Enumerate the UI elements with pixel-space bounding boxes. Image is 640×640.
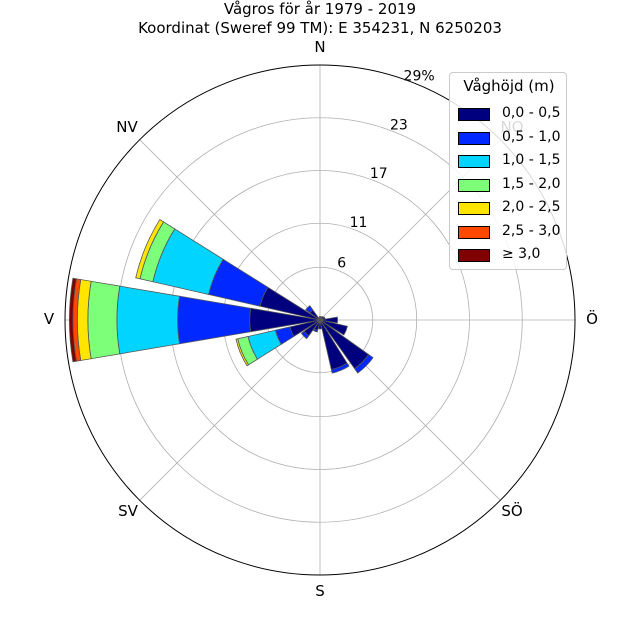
rose-bar — [135, 218, 165, 280]
legend-swatch — [458, 108, 490, 121]
rose-bar — [319, 316, 338, 324]
legend-item: 0,5 - 1,0 — [458, 129, 566, 149]
chart-subtitle: Koordinat (Sweref 99 TM): E 354231, N 62… — [138, 19, 502, 37]
legend-item: 2,0 - 2,5 — [458, 199, 566, 219]
grid-spoke — [139, 319, 321, 501]
rose-bar — [235, 338, 250, 367]
legend-label: 1,5 - 2,0 — [502, 175, 561, 192]
legend-swatch — [458, 131, 490, 145]
rose-bar — [87, 280, 121, 360]
outer-circle — [64, 64, 576, 576]
legend-swatch — [458, 225, 490, 239]
legend-label: ≥ 3,0 — [502, 246, 541, 262]
direction-label: SÖ — [501, 501, 522, 520]
rose-bar — [69, 277, 77, 363]
legend-swatch — [458, 178, 490, 192]
legend-swatch — [458, 155, 490, 168]
rose-bar — [318, 316, 321, 321]
legend-item: 1,5 - 2,0 — [458, 176, 566, 196]
radial-tick-label: 29% — [404, 69, 435, 85]
legend-item: 0,0 - 0,5 — [458, 105, 566, 125]
rose-bar — [319, 319, 348, 336]
direction-label: Ö — [586, 309, 598, 328]
rose-bar — [300, 330, 310, 340]
legend-item: ≥ 3,0 — [458, 246, 566, 266]
legend-label: 2,5 - 3,0 — [502, 222, 561, 239]
legend-title: Våghöjd (m) — [463, 77, 555, 95]
radial-tick-label: 17 — [370, 166, 388, 182]
chart-title: Vågros för år 1979 - 2019 — [223, 0, 417, 18]
rose-bar — [330, 362, 350, 374]
legend-label: 0,5 - 1,0 — [502, 128, 561, 145]
grid-spoke — [139, 139, 321, 321]
legend-label: 2,0 - 2,5 — [502, 199, 561, 215]
rose-bar — [305, 305, 314, 314]
wave-rose-bars — [69, 218, 374, 374]
legend-swatch — [458, 249, 490, 262]
direction-label: S — [315, 582, 325, 600]
legend-item: 1,0 - 1,5 — [458, 152, 566, 172]
rose-bar — [116, 285, 181, 355]
radial-tick-label: 11 — [350, 215, 368, 231]
legend: Våghöjd (m) 0,0 - 0,5 0,5 - 1,0 1,0 - 1,5 1… — [449, 72, 567, 270]
direction-label: V — [44, 310, 55, 328]
rose-bar — [354, 354, 374, 374]
legend-swatch — [458, 202, 490, 215]
rose-bar — [177, 295, 252, 345]
radial-tick-label: 23 — [390, 117, 408, 133]
legend-label: 1,0 - 1,5 — [502, 152, 561, 168]
rose-bar — [318, 319, 322, 330]
legend-item: 2,5 - 3,0 — [458, 223, 566, 243]
direction-label: SV — [118, 502, 139, 520]
direction-label: NV — [116, 118, 138, 136]
legend-label: 0,0 - 0,5 — [502, 105, 561, 121]
direction-label: N — [314, 38, 325, 56]
radial-tick-label: 6 — [337, 256, 346, 272]
rose-bar — [312, 328, 319, 333]
